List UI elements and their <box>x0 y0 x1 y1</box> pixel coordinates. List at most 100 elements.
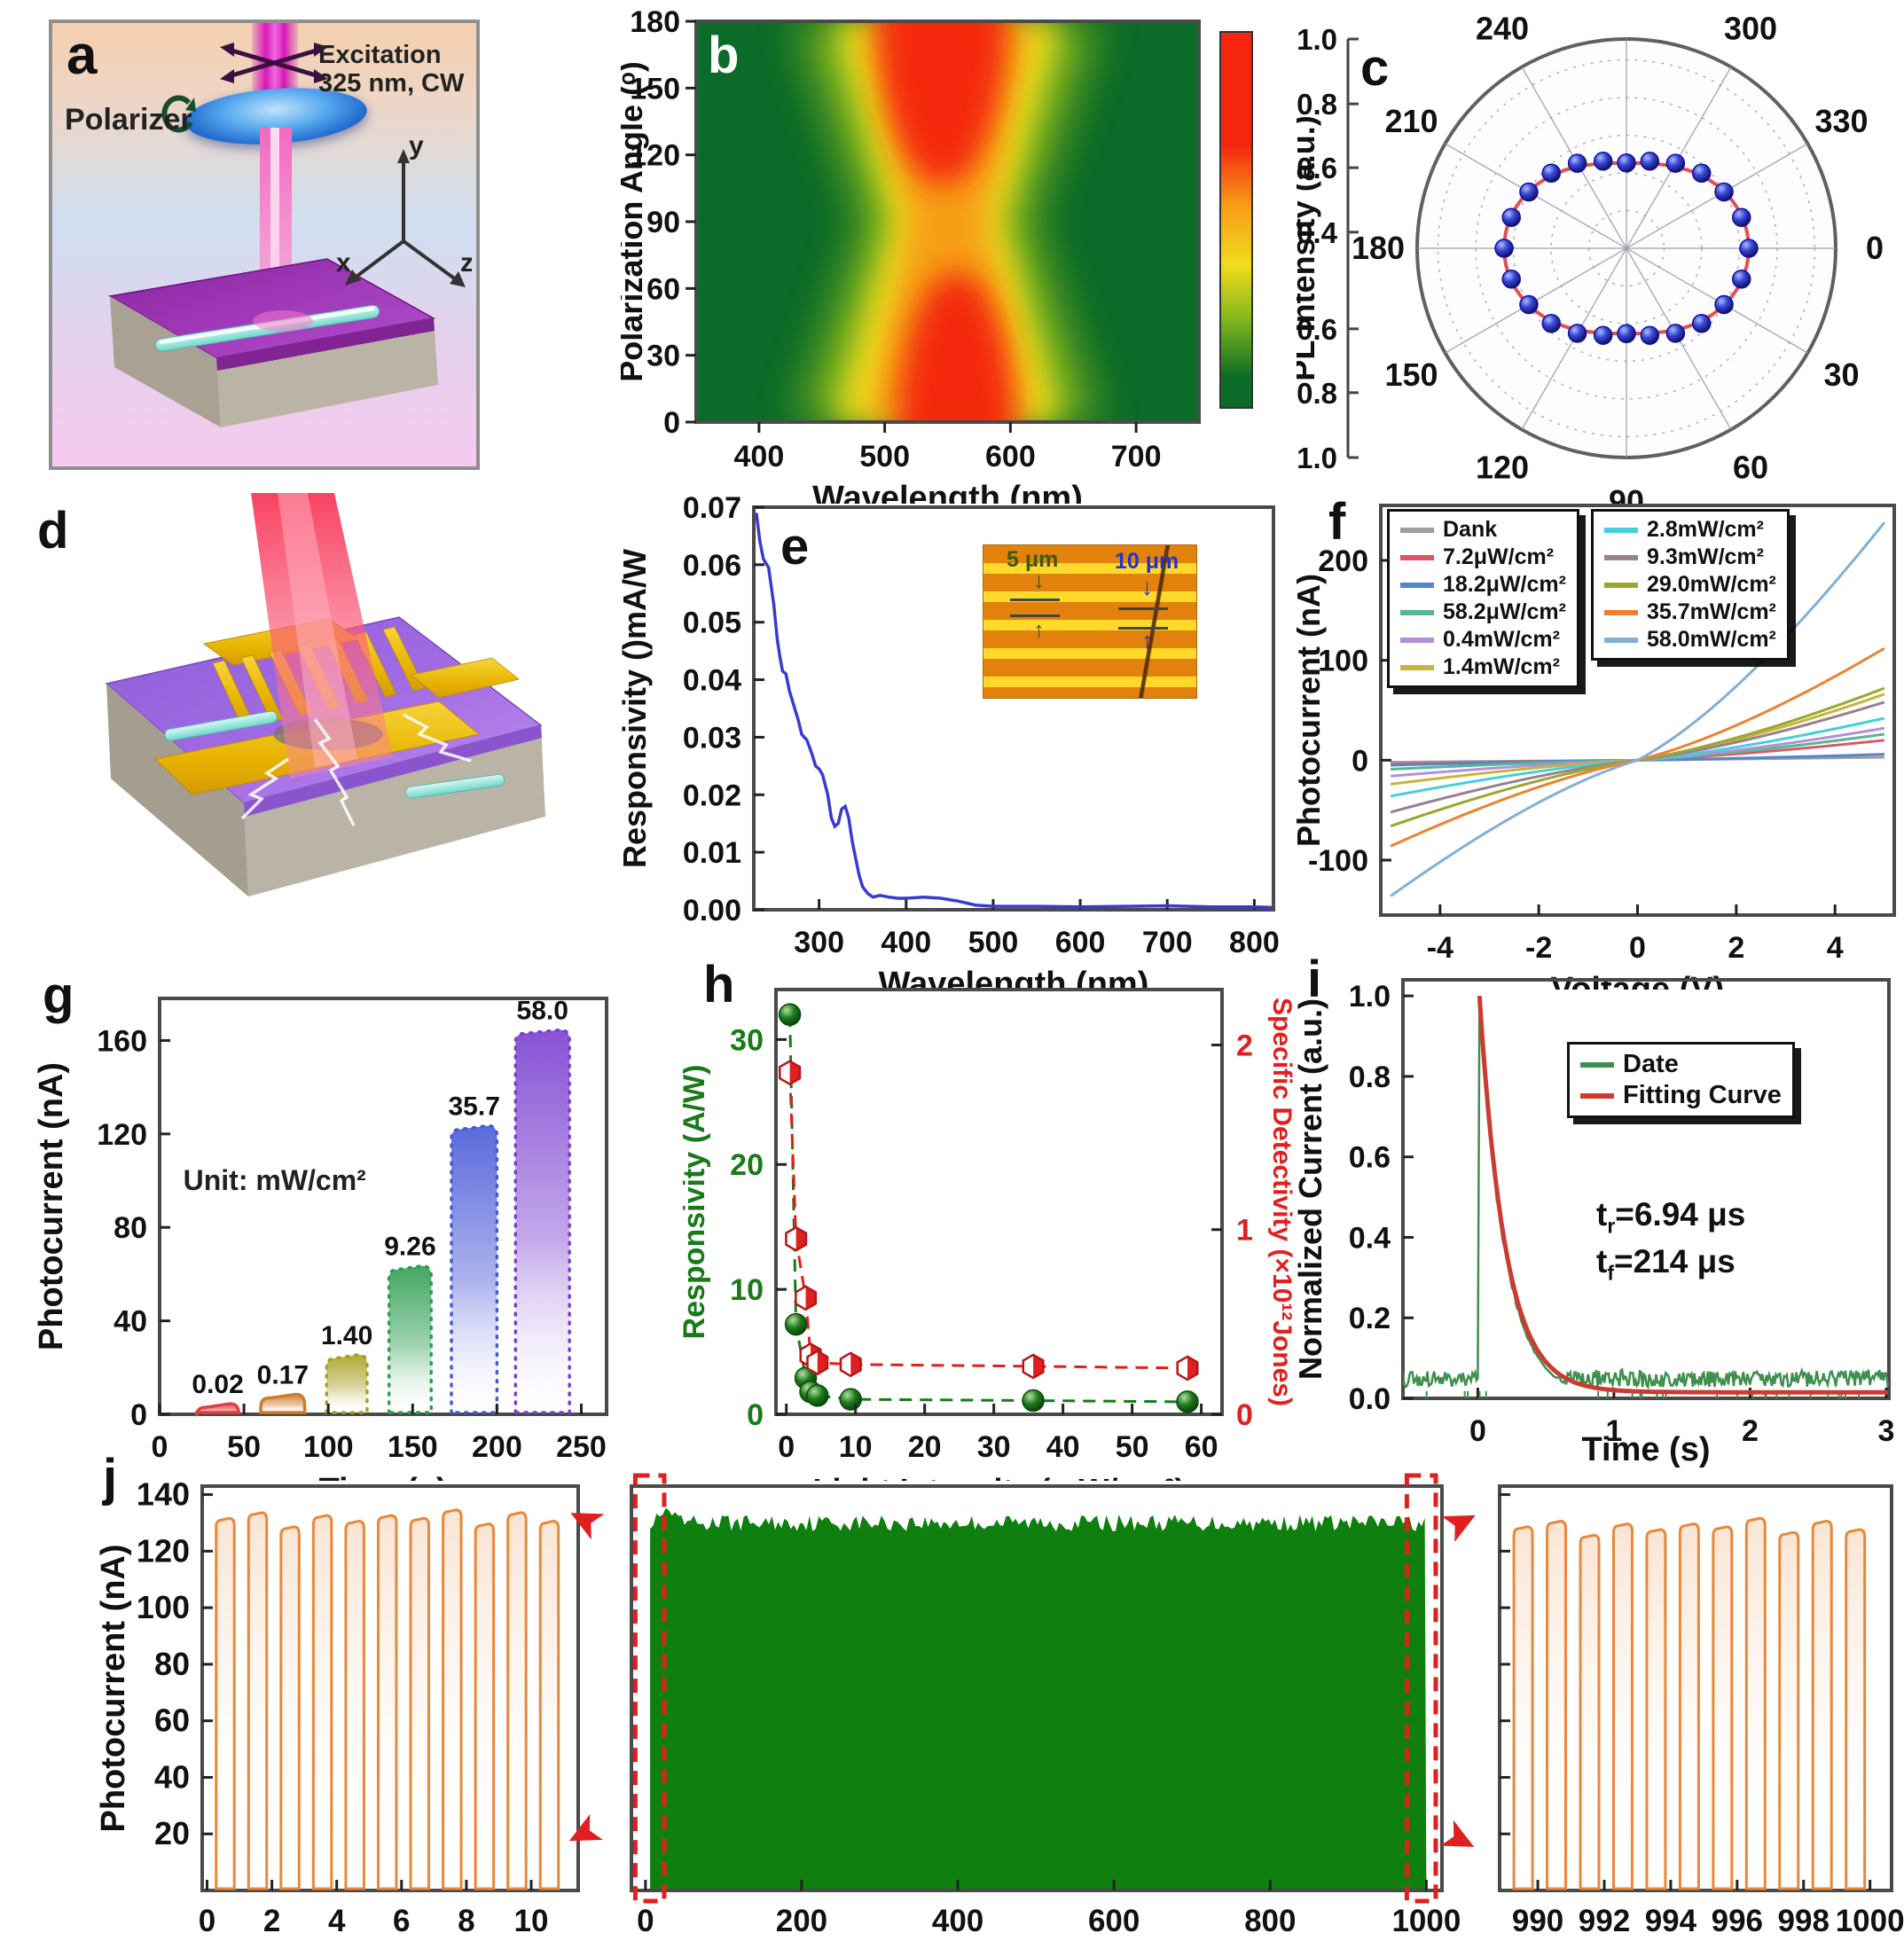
svg-text:400: 400 <box>932 1904 983 1938</box>
panel-a-label: a <box>67 25 98 86</box>
axis-y-label: y <box>409 137 424 160</box>
panel-e-microscope-inset: 5 μm ↓ ↑ 10 μm ↓ ↑ <box>983 544 1197 699</box>
panel-g-label: g <box>43 967 74 1024</box>
svg-text:58.0: 58.0 <box>517 997 568 1026</box>
svg-text:Light Intensity (mW/cm²): Light Intensity (mW/cm²) <box>813 1472 1186 1481</box>
svg-text:0.03: 0.03 <box>683 721 741 755</box>
legend-item: Dank <box>1400 517 1566 543</box>
svg-text:60: 60 <box>1185 1430 1218 1464</box>
svg-text:Polarization Angle (ᵒ): Polarization Angle (ᵒ) <box>621 61 649 381</box>
panel-f-legend-column2: 2.8mW/cm² 9.3mW/cm² 29.0mW/cm² 35.7mW/cm² 58… <box>1591 509 1790 661</box>
svg-text:996: 996 <box>1712 1904 1763 1938</box>
svg-text:0: 0 <box>1236 1398 1253 1432</box>
svg-text:1: 1 <box>1605 1414 1622 1448</box>
svg-text:1.0: 1.0 <box>1297 442 1337 474</box>
svg-text:0: 0 <box>1629 931 1646 965</box>
svg-text:-4: -4 <box>1427 931 1453 965</box>
svg-text:150: 150 <box>1384 356 1438 393</box>
svg-text:9.26: 9.26 <box>384 1233 435 1262</box>
svg-text:50: 50 <box>227 1430 261 1464</box>
svg-text:Responsivity (A/W): Responsivity (A/W) <box>683 1065 711 1340</box>
panel-c-polar-plot: 0 30 60 90 120 150 180 210 240 270 300 330 1.0 0.8 0.6… <box>1297 7 1884 504</box>
panel-j-right-cycles-chart: 9909929949969981000Number of Cycles <box>1498 1484 1904 1938</box>
panel-f-legend-column1: Dank 7.2μW/cm² 18.2μW/cm² 58.2μW/cm² 0.4mW/c… <box>1387 509 1579 688</box>
panel-e-wrapper: 0.00 0.01 0.02 0.03 0.04 0.05 0.06 0.07 300 400 50… <box>616 491 1281 1003</box>
svg-text:0.6: 0.6 <box>1297 152 1337 184</box>
svg-text:0.0: 0.0 <box>1349 1382 1391 1416</box>
panel-b-pl-heatmap: 0 30 60 90 120 150 180 400 500 600 700 Wavelength (… <box>621 7 1253 504</box>
svg-text:300: 300 <box>794 926 844 959</box>
panel-i-wrapper: 0.0 0.2 0.4 0.6 0.8 1.0 0 1 2 3 Time (s) Normalized… <box>1292 962 1904 1472</box>
svg-text:PL Intensity (a.u.): PL Intensity (a.u.) <box>1297 115 1321 380</box>
svg-text:150: 150 <box>630 72 680 106</box>
legend-item: 18.2μW/cm² <box>1400 572 1566 598</box>
panel-g-pulse-chart: 0.02 0.17 1.40 9.26 35.7 58.0 0 40 80 120 160 0 50 10… <box>33 997 608 1481</box>
svg-text:0: 0 <box>663 406 680 440</box>
svg-text:0.02: 0.02 <box>683 779 741 812</box>
svg-text:60: 60 <box>646 272 680 306</box>
svg-text:2: 2 <box>1742 1414 1759 1448</box>
svg-text:0: 0 <box>1866 230 1884 266</box>
svg-text:80: 80 <box>114 1211 147 1245</box>
rotation-arrow-icon <box>161 95 196 133</box>
svg-text:35.7: 35.7 <box>449 1092 500 1122</box>
rise-fall-time-annotation: tr=6.94 μs tf=214 μs <box>1596 1196 1746 1285</box>
svg-text:10: 10 <box>730 1273 764 1307</box>
up-arrow-icon: ↑ <box>1141 627 1153 654</box>
svg-text:800: 800 <box>1229 926 1280 959</box>
legend-item: 2.8mW/cm² <box>1604 517 1776 543</box>
svg-text:700: 700 <box>1111 440 1162 474</box>
panel-d-label: d <box>37 502 69 560</box>
svg-text:2: 2 <box>1728 931 1744 965</box>
svg-text:120: 120 <box>97 1118 147 1152</box>
svg-text:Photocurrent (nA): Photocurrent (nA) <box>98 1544 132 1832</box>
svg-text:400: 400 <box>734 440 785 474</box>
svg-text:0.00: 0.00 <box>683 894 741 927</box>
electrode-gap-10um-label: 10 μm <box>1115 549 1179 574</box>
svg-text:0.6: 0.6 <box>1297 313 1337 346</box>
svg-text:6: 6 <box>393 1904 410 1938</box>
panel-f-wrapper: -100 0 100 200 -4 -2 0 2 4 Voltage (V) Photocurren… <box>1290 493 1904 1008</box>
svg-text:4: 4 <box>328 1904 346 1938</box>
down-arrow-icon: ↓ <box>1033 567 1045 593</box>
svg-text:10: 10 <box>514 1904 549 1938</box>
svg-text:990: 990 <box>1512 1904 1563 1938</box>
svg-text:800: 800 <box>1244 1904 1296 1938</box>
svg-text:8: 8 <box>458 1904 474 1938</box>
svg-text:600: 600 <box>985 440 1036 474</box>
svg-text:400: 400 <box>881 926 931 959</box>
svg-text:0: 0 <box>637 1904 654 1938</box>
svg-text:40: 40 <box>114 1305 147 1339</box>
svg-text:0: 0 <box>778 1430 795 1464</box>
legend-item: 29.0mW/cm² <box>1604 572 1776 598</box>
svg-text:0: 0 <box>199 1904 215 1938</box>
svg-text:10: 10 <box>839 1430 873 1464</box>
svg-text:140: 140 <box>137 1476 190 1513</box>
svg-text:1000: 1000 <box>1391 1904 1461 1938</box>
svg-text:0.02: 0.02 <box>192 1370 243 1399</box>
svg-text:180: 180 <box>1352 230 1405 266</box>
svg-text:0.04: 0.04 <box>683 664 741 698</box>
svg-text:20: 20 <box>154 1815 190 1851</box>
svg-text:0.6: 0.6 <box>1349 1141 1391 1175</box>
svg-text:-2: -2 <box>1525 931 1552 965</box>
svg-text:330: 330 <box>1814 103 1868 139</box>
svg-text:120: 120 <box>1476 450 1529 486</box>
svg-text:0: 0 <box>130 1398 147 1432</box>
polarizer-label: Polarizer <box>65 103 192 137</box>
svg-text:500: 500 <box>968 926 1019 959</box>
svg-text:20: 20 <box>908 1430 942 1464</box>
svg-text:240: 240 <box>1476 10 1529 46</box>
panel-e-label: e <box>780 518 810 575</box>
polarization-cross-arrow-icon <box>220 43 328 83</box>
legend-item: Fitting Curve <box>1580 1081 1782 1110</box>
svg-text:Specific Detectivity (×10¹²Jon: Specific Detectivity (×10¹²Jones) <box>1267 998 1295 1406</box>
svg-text:30: 30 <box>977 1430 1011 1464</box>
svg-text:0.8: 0.8 <box>1297 377 1337 410</box>
svg-text:1.0: 1.0 <box>1297 23 1337 56</box>
svg-text:Photocurrent (nA): Photocurrent (nA) <box>1297 574 1327 847</box>
axis-z-label: z <box>460 248 472 278</box>
svg-text:0: 0 <box>747 1398 764 1432</box>
svg-text:0.01: 0.01 <box>683 836 741 870</box>
